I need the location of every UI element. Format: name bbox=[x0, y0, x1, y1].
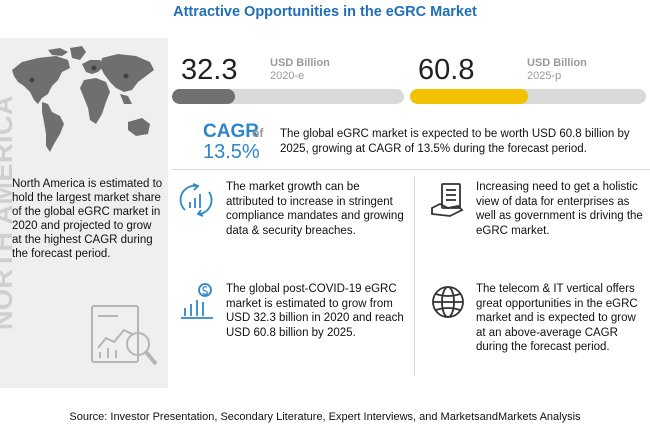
column-divider bbox=[414, 176, 415, 376]
source-note: Source: Investor Presentation, Secondary… bbox=[69, 411, 581, 423]
cagr-label: CAGR bbox=[203, 121, 259, 142]
cagr-description: The global eGRC market is expected to be… bbox=[280, 128, 630, 155]
market-year-2020: 2020-e bbox=[270, 70, 305, 82]
fact-market-growth: The market growth can be attributed to i… bbox=[226, 181, 404, 237]
market-unit-2020: USD Billion bbox=[270, 57, 330, 69]
cagr-value: 13.5% bbox=[203, 141, 260, 163]
growth-arrows-icon bbox=[179, 183, 213, 217]
left-panel: North America is estimated to hold the l… bbox=[0, 38, 168, 388]
market-bar-fill-2020 bbox=[172, 89, 235, 104]
cagr-of: of bbox=[252, 126, 264, 140]
page-title: Attractive Opportunities in the eGRC Mar… bbox=[173, 4, 477, 20]
dollar-bar-chart-icon bbox=[181, 283, 213, 319]
market-bar-fill-2025 bbox=[410, 89, 528, 104]
market-bar-2025 bbox=[410, 89, 646, 104]
fact-holistic-view: Increasing need to get a holistic view o… bbox=[476, 181, 643, 237]
region-label: NORTH AMERICA bbox=[0, 95, 18, 330]
market-year-2025: 2025-p bbox=[527, 70, 562, 82]
market-value-2025: 60.8 bbox=[418, 54, 475, 86]
market-unit-2025: USD Billion bbox=[527, 57, 587, 69]
market-value-2020: 32.3 bbox=[181, 54, 238, 86]
fact-telecom-vertical: The telecom & IT vertical offers great o… bbox=[476, 283, 638, 353]
market-bar-2020 bbox=[172, 89, 404, 104]
hand-coins-icon bbox=[431, 183, 464, 217]
section-divider bbox=[172, 169, 650, 170]
fact-post-covid-growth: The global post-COVID-19 eGRC market is … bbox=[226, 283, 404, 339]
analysis-chart-icon bbox=[91, 305, 158, 366]
globe-icon bbox=[432, 286, 464, 318]
world-map-icon bbox=[12, 46, 154, 152]
region-summary: North America is estimated to hold the l… bbox=[12, 178, 163, 260]
